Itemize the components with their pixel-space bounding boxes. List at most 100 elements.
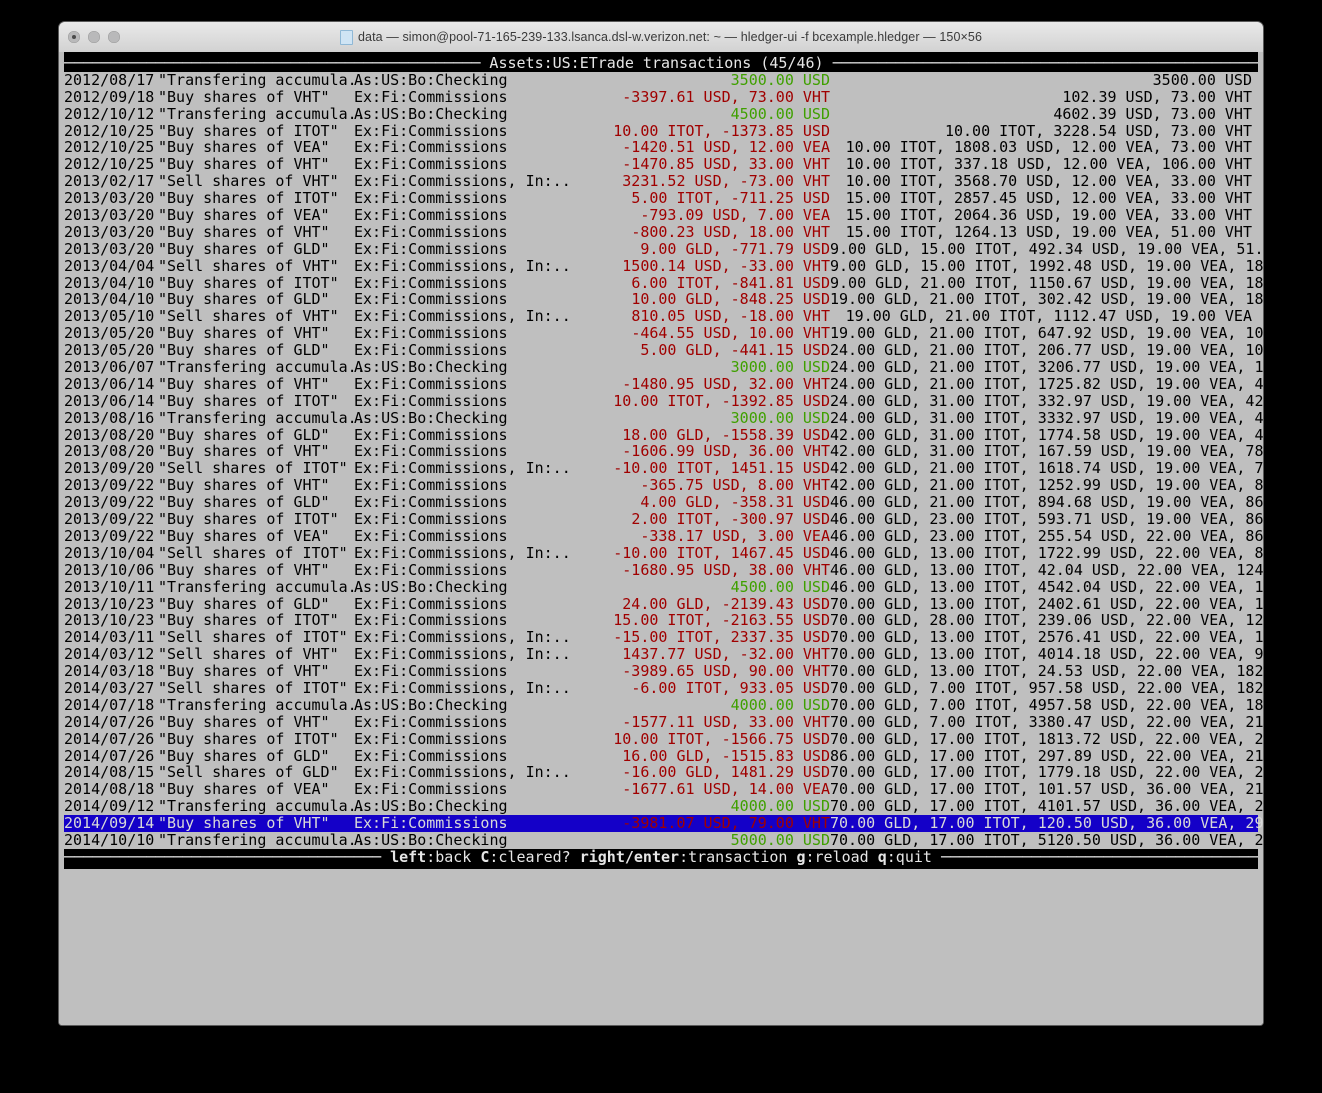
row-amount: 4500.00 USD [730,577,830,596]
row-balance: 70.00 GLD, 17.00 ITOT, 120.50 USD, 36.00… [830,814,1263,833]
table-row[interactable]: 2013/06/07 "Transfering accumula.. As:US:B… [64,358,1263,377]
close-button[interactable] [68,31,80,43]
table-row[interactable]: 2014/03/12 "Sell shares of VHT" Ex:Fi:Comm… [64,645,1263,664]
table-row[interactable]: 2013/03/20 "Buy shares of VHT" Ex:Fi:Commi… [64,224,1258,241]
table-row[interactable]: 2014/03/11 "Sell shares of ITOT" Ex:Fi:Com… [64,628,1263,647]
window-controls[interactable] [68,31,120,43]
table-row[interactable]: 2012/10/12 "Transfering accumula.. As:US:B… [64,105,1258,123]
table-row[interactable]: 2014/09/14 "Buy shares of VHT" Ex:Fi:Commi… [64,815,1263,832]
table-row[interactable]: 2014/08/15 "Sell shares of GLD" Ex:Fi:Comm… [64,763,1263,782]
table-row[interactable]: 2014/03/27 "Sell shares of ITOT" Ex:Fi:Com… [64,680,1263,697]
table-row[interactable]: 2013/06/14 "Buy shares of VHT" Ex:Fi:Commi… [64,376,1263,393]
table-row[interactable]: 2013/10/23 "Buy shares of ITOT" Ex:Fi:Comm… [64,611,1263,630]
table-row[interactable]: 2013/05/20 "Buy shares of VHT" Ex:Fi:Commi… [64,324,1263,343]
table-row[interactable]: 2013/10/23 "Buy shares of GLD" Ex:Fi:Commi… [64,595,1263,613]
row-date: 2013/08/20 [64,425,155,444]
table-row[interactable]: 2013/03/20 "Buy shares of VEA" Ex:Fi:Commi… [64,207,1258,224]
terminal-window: data — simon@pool-71-165-239-133.lsanca.… [59,22,1263,1025]
table-row[interactable]: 2013/04/04 "Sell shares of VHT" Ex:Fi:Comm… [64,256,1263,275]
row-account: Ex:Fi:Commissions [354,273,508,292]
table-row[interactable]: 2013/03/20 "Buy shares of GLD" Ex:Fi:Commi… [64,239,1263,258]
row-account: As:US:Bo:Checking [354,797,508,816]
row-account: Ex:Fi:Commissions, In:.. [354,256,571,275]
row-balance: 46.00 GLD, 13.00 ITOT, 42.04 USD, 22.00 … [830,560,1263,579]
row-date: 2014/07/26 [64,729,155,748]
table-row[interactable]: 2014/08/18 "Buy shares of VEA" Ex:Fi:Commi… [64,781,1263,798]
table-row[interactable]: 2013/08/20 "Buy shares of VHT" Ex:Fi:Commi… [64,443,1263,460]
table-row[interactable]: 2013/03/20 "Buy shares of ITOT" Ex:Fi:Comm… [64,190,1258,207]
table-row[interactable]: 2013/05/20 "Buy shares of GLD" Ex:Fi:Commi… [64,341,1263,360]
table-row[interactable]: 2013/05/10 "Sell shares of VHT" Ex:Fi:Comm… [64,308,1258,325]
table-row[interactable]: 2013/09/22 "Buy shares of GLD" Ex:Fi:Commi… [64,493,1263,512]
row-amount: -464.55 USD, 10.00 VHT [631,324,830,343]
row-amount: 15.00 ITOT, -2163.55 USD [613,611,830,630]
row-date: 2013/06/14 [64,391,155,410]
table-row[interactable]: 2014/10/10 "Transfering accumula.. As:US:B… [64,832,1263,849]
window-title: data — simon@pool-71-165-239-133.lsanca.… [59,29,1263,45]
table-row[interactable]: 2012/10/25 "Buy shares of ITOT" Ex:Fi:Comm… [64,122,1258,140]
row-date: 2014/08/15 [64,763,155,782]
table-row[interactable]: 2013/09/20 "Sell shares of ITOT" Ex:Fi:Com… [64,459,1263,478]
window-titlebar[interactable]: data — simon@pool-71-165-239-133.lsanca.… [59,22,1263,53]
row-balance: 9.00 GLD, 21.00 ITOT, 1150.67 USD, 19.00… [830,273,1263,292]
table-row[interactable]: 2014/07/26 "Buy shares of VHT" Ex:Fi:Commi… [64,713,1263,731]
table-row[interactable]: 2014/03/18 "Buy shares of VHT" Ex:Fi:Commi… [64,663,1263,680]
hint-text: :transaction [679,848,797,866]
header-title: ────────────────────────────────────────… [64,55,1258,72]
row-amount: 1437.77 USD, -32.00 VHT [622,645,830,664]
row-amount: 3000.00 USD [730,358,830,377]
row-date: 2013/06/07 [64,358,155,377]
row-description: "Buy shares of VEA" [158,206,330,225]
table-row[interactable]: 2012/09/18 "Buy shares of VHT" Ex:Fi:Commi… [64,88,1258,106]
table-row[interactable]: 2014/07/18 "Transfering accumula.. As:US:B… [64,695,1263,714]
table-row[interactable]: 2013/09/22 "Buy shares of VEA" Ex:Fi:Commi… [64,526,1263,545]
zoom-button[interactable] [108,31,120,43]
row-date: 2013/09/22 [64,526,155,545]
row-balance: 15.00 ITOT, 2857.45 USD, 12.00 VEA, 33.0… [845,189,1252,208]
table-row[interactable]: 2012/10/25 "Buy shares of VHT" Ex:Fi:Commi… [64,156,1258,173]
row-balance: 10.00 ITOT, 1808.03 USD, 12.00 VEA, 73.0… [845,138,1252,157]
table-row[interactable]: 2014/07/26 "Buy shares of ITOT" Ex:Fi:Comm… [64,729,1263,748]
row-balance: 70.00 GLD, 17.00 ITOT, 1813.72 USD, 22.0… [830,729,1263,748]
row-description: "Buy shares of GLD" [158,239,330,258]
row-amount: 6.00 ITOT, -841.81 USD [631,273,830,292]
table-row[interactable]: 2013/04/10 "Buy shares of ITOT" Ex:Fi:Comm… [64,273,1263,292]
table-row[interactable]: 2013/10/06 "Buy shares of VHT" Ex:Fi:Commi… [64,561,1263,579]
row-amount: 2.00 ITOT, -300.97 USD [631,510,830,529]
table-row[interactable]: 2013/04/10 "Buy shares of GLD" Ex:Fi:Commi… [64,291,1263,308]
row-balance: 70.00 GLD, 17.00 ITOT, 5120.50 USD, 36.0… [830,830,1263,849]
row-balance: 42.00 GLD, 31.00 ITOT, 1774.58 USD, 19.0… [830,425,1263,444]
table-row[interactable]: 2012/08/17 "Transfering accumula.. As:US:B… [64,71,1258,89]
row-description: "Buy shares of GLD" [158,746,330,765]
minimize-button[interactable] [88,31,100,43]
row-account: Ex:Fi:Commissions [354,746,508,765]
row-description: "Transfering accumula.. [158,695,366,714]
table-row[interactable]: 2014/07/26 "Buy shares of GLD" Ex:Fi:Commi… [64,746,1263,765]
table-row[interactable]: 2013/09/22 "Buy shares of ITOT" Ex:Fi:Comm… [64,510,1263,529]
row-description: "Sell shares of VHT" [158,645,339,664]
row-date: 2012/10/25 [64,138,155,157]
hint-text: ────────────────────────────────────────… [940,848,1258,866]
table-row[interactable]: 2013/08/16 "Transfering accumula.. As:US:B… [64,409,1263,427]
table-row[interactable]: 2013/02/17 "Sell shares of VHT" Ex:Fi:Comm… [64,173,1258,190]
row-balance: 86.00 GLD, 17.00 ITOT, 297.89 USD, 22.00… [830,746,1263,765]
row-date: 2013/05/20 [64,341,155,360]
row-date: 2013/09/22 [64,476,155,495]
row-amount: -15.00 ITOT, 2337.35 USD [613,628,830,647]
row-amount: 4.00 GLD, -358.31 USD [640,493,830,512]
row-account: Ex:Fi:Commissions, In:.. [354,459,571,478]
table-row[interactable]: 2013/08/20 "Buy shares of GLD" Ex:Fi:Commi… [64,425,1263,444]
table-row[interactable]: 2013/09/22 "Buy shares of VHT" Ex:Fi:Commi… [64,476,1263,495]
row-date: 2013/04/10 [64,273,155,292]
transaction-list[interactable]: 2012/08/17 "Transfering accumula.. As:US:B… [64,71,1263,849]
table-row[interactable]: 2012/10/25 "Buy shares of VEA" Ex:Fi:Commi… [64,139,1258,156]
table-row[interactable]: 2013/10/04 "Sell shares of ITOT" Ex:Fi:Com… [64,544,1263,562]
table-row[interactable]: 2013/06/14 "Buy shares of ITOT" Ex:Fi:Comm… [64,391,1263,410]
row-description: "Buy shares of ITOT" [158,189,339,208]
table-row[interactable]: 2014/09/12 "Transfering accumula.. As:US:B… [64,797,1263,816]
row-amount: -10.00 ITOT, 1451.15 USD [613,459,830,478]
row-balance: 19.00 GLD, 21.00 ITOT, 647.92 USD, 19.00… [830,324,1263,343]
row-description: "Transfering accumula.. [158,797,366,816]
row-balance: 46.00 GLD, 21.00 ITOT, 894.68 USD, 19.00… [830,493,1263,512]
table-row[interactable]: 2013/10/11 "Transfering accumula.. As:US:B… [64,577,1263,596]
